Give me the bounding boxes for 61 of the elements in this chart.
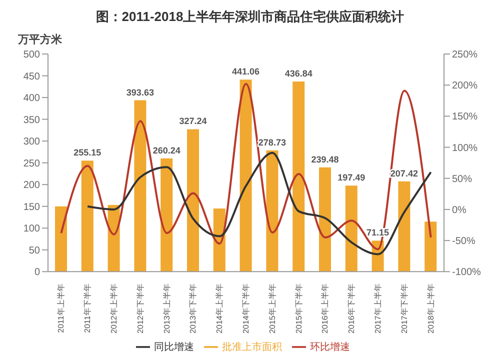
bar: [160, 158, 173, 272]
x-tick-label: 2016年下半年: [347, 284, 356, 334]
x-tick-label: 2011年下半年: [83, 284, 92, 333]
y2-tick-label: 100%: [452, 142, 478, 154]
bar: [55, 206, 67, 272]
y-tick-label: 450: [23, 71, 40, 82]
y2-tick-label: 50%: [452, 174, 472, 185]
data-label: 436.84: [284, 68, 312, 78]
y-tick-label: 350: [23, 114, 40, 126]
y-tick-label: 150: [23, 202, 40, 213]
bar: [319, 167, 331, 272]
y2-tick-label: -50%: [452, 236, 476, 248]
x-tick-label: 2017年下半年: [400, 284, 409, 334]
y2-tick-label: 250%: [452, 50, 478, 61]
y2-tick-label: -100%: [452, 267, 482, 278]
legend-label: 同比增速: [154, 342, 194, 353]
bar: [345, 186, 358, 272]
y-tick-label: 200: [23, 180, 40, 192]
y-tick-label: 400: [23, 93, 40, 104]
y-tick-label: 300: [23, 136, 40, 148]
x-tick-label: 2015年上半年: [268, 284, 277, 334]
y-tick-label: 100: [23, 224, 40, 235]
legend-label: 批准上市面积: [222, 342, 282, 353]
chart-title: 图：2011-2018上半年年深圳市商品住宅供应面积统计: [94, 8, 406, 26]
data-label: 393.63: [126, 87, 154, 98]
data-label: 260.24: [152, 145, 180, 156]
x-tick-label: 2014年上半年: [215, 284, 224, 334]
x-tick-label: 2012年上半年: [110, 284, 118, 334]
x-tick-label: 2014年下半年: [242, 284, 250, 334]
bar: [187, 129, 199, 272]
x-tick-label: 2013年上半年: [162, 284, 172, 334]
y-tick-label: 500: [23, 50, 40, 61]
bar: [398, 181, 410, 272]
data-label: 441.06: [232, 66, 260, 77]
bar: [134, 100, 146, 272]
x-tick-label: 2011年上半年: [56, 284, 66, 333]
bar: [81, 160, 94, 272]
x-tick-label: 2017年上半年: [374, 284, 382, 334]
data-label: 197.49: [338, 172, 366, 183]
x-tick-label: 2016年上半年: [320, 284, 330, 334]
line-series: [60, 82, 432, 250]
x-tick-label: 2018年上半年: [426, 284, 436, 334]
data-label: 239.48: [311, 154, 339, 164]
y2-tick-label: 0%: [452, 205, 467, 216]
y-tick-label: 50: [28, 245, 40, 256]
y-axis-title: 万平方米: [18, 32, 63, 46]
y-tick-label: 250: [23, 158, 40, 170]
bar: [424, 222, 437, 272]
y-tick-label: 0: [34, 267, 40, 278]
x-tick-label: 2013年下半年: [188, 284, 198, 334]
y2-tick-label: 200%: [452, 80, 478, 92]
x-tick-label: 2015年下半年: [294, 284, 304, 334]
data-label: 327.24: [179, 116, 207, 126]
x-tick-label: 2012年下半年: [136, 284, 145, 334]
bar: [240, 80, 252, 272]
legend-label: 环比增速: [310, 342, 350, 353]
y2-tick-label: 150%: [452, 112, 478, 123]
bar: [266, 150, 278, 272]
bar: [292, 81, 305, 272]
data-label: 278.73: [258, 137, 286, 148]
data-label: 255.15: [74, 148, 102, 158]
